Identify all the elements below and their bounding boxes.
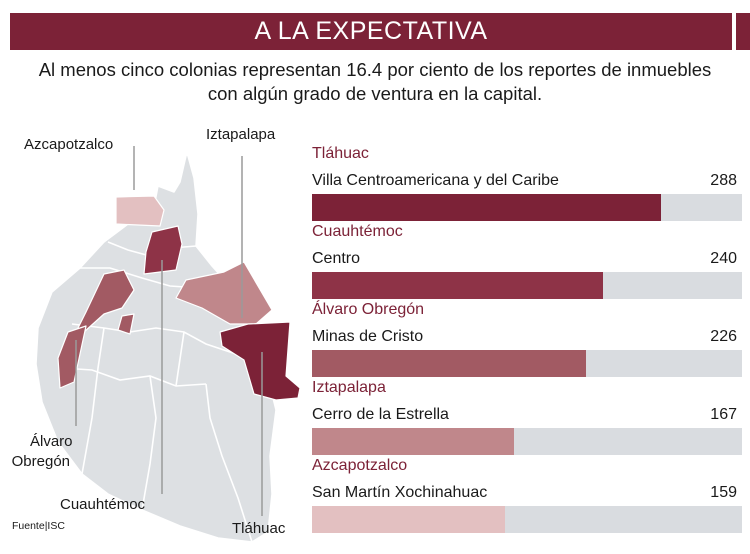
bar-borough-label: Tláhuac: [312, 145, 369, 162]
map-region-alvaro-obregon-south: [57, 325, 87, 389]
title-accent-tab: [736, 13, 750, 50]
cdmx-map: Azcapotzalco Iztapalapa Álvaro Obregón C…: [0, 118, 310, 549]
bar-borough-label: Cuauhtémoc: [312, 223, 403, 240]
map-label-alvaro-obregon-line2: Obregón: [11, 453, 70, 470]
map-label-tlahuac: Tláhuac: [232, 520, 286, 537]
bar-value-label: 167: [710, 406, 737, 423]
chart-title: A LA EXPECTATIVA: [254, 17, 488, 45]
borough-boundaries: [61, 241, 253, 543]
bar-group-cuauhtemoc: Cuauhtémoc Centro 240: [312, 223, 742, 301]
bar-track: [312, 194, 742, 221]
bar-value-label: 226: [710, 328, 737, 345]
subtitle-line-2: con algún grado de ventura en la capital…: [207, 83, 543, 104]
bar-colony-label: Minas de Cristo: [312, 328, 424, 345]
chart-subtitle: Al menos cinco colonias representan 16.4…: [0, 58, 750, 106]
bar-centro: [312, 272, 603, 299]
bar-track: [312, 506, 742, 533]
bar-group-tlahuac: Tláhuac Villa Centroamericana y del Carib…: [312, 145, 742, 223]
map-label-iztapalapa: Iztapalapa: [206, 126, 276, 143]
bar-track: [312, 350, 742, 377]
bar-track: [312, 428, 742, 455]
bar-borough-label: Álvaro Obregón: [312, 301, 425, 318]
bar-group-alvaro-obregon: Álvaro Obregón Minas de Cristo 226: [312, 301, 742, 379]
bar-villa-centroamericana-y-del-caribe: [312, 194, 661, 221]
map-region-cuauhtemoc: [143, 225, 183, 275]
bar-value-label: 240: [710, 250, 737, 267]
map-label-cuauhtemoc: Cuauhtémoc: [60, 496, 146, 513]
source-note: Fuente|ISC: [12, 520, 65, 532]
bar-colony-label: Centro: [312, 250, 361, 267]
bar-value-label: 288: [710, 172, 737, 189]
label-leader-lines: [75, 146, 263, 516]
bar-colony-label: San Martín Xochinahuac: [312, 484, 488, 501]
bar-minas-de-cristo: [312, 350, 586, 377]
cdmx-map-svg: [35, 139, 301, 543]
chart-title-bar: A LA EXPECTATIVA: [10, 13, 732, 50]
map-label-azcapotzalco: Azcapotzalco: [24, 136, 114, 153]
bar-borough-label: Iztapalapa: [312, 379, 386, 396]
bar-colony-label: Villa Centroamericana y del Caribe: [312, 172, 559, 189]
bar-value-label: 159: [710, 484, 737, 501]
bar-colony-label: Cerro de la Estrella: [312, 406, 449, 423]
bar-cerro-de-la-estrella: [312, 428, 514, 455]
bar-san-martin-xochinahuac: [312, 506, 505, 533]
bar-group-azcapotzalco: Azcapotzalco San Martín Xochinahuac 159: [312, 457, 742, 535]
bar-borough-label: Azcapotzalco: [312, 457, 408, 474]
map-region-azcapotzalco: [115, 195, 165, 227]
map-region-alvaro-obregon-enclave: [117, 313, 135, 335]
map-region-tlahuac: [219, 321, 301, 401]
bar-track: [312, 272, 742, 299]
subtitle-line-1: Al menos cinco colonias representan 16.4…: [38, 59, 712, 80]
map-label-alvaro-obregon-line1: Álvaro: [30, 433, 73, 450]
bar-group-iztapalapa: Iztapalapa Cerro de la Estrella 167: [312, 379, 742, 457]
